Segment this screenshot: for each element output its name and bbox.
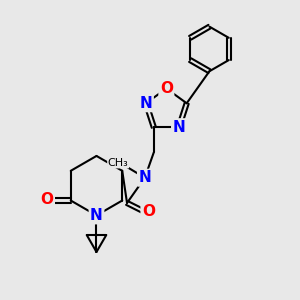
Text: N: N <box>90 208 103 223</box>
Text: O: O <box>160 81 173 96</box>
Text: O: O <box>142 204 155 219</box>
Text: CH₃: CH₃ <box>108 158 128 168</box>
Text: N: N <box>139 170 151 185</box>
Text: N: N <box>140 96 152 111</box>
Text: O: O <box>40 191 53 206</box>
Text: N: N <box>172 120 185 135</box>
